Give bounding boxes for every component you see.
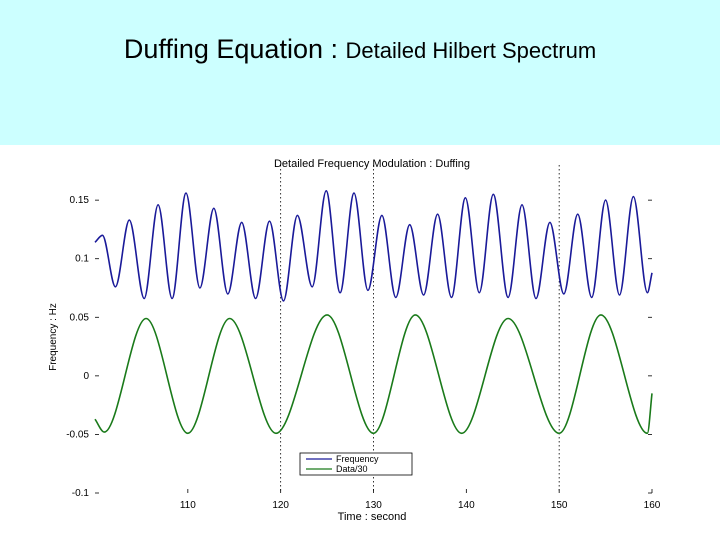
y-axis-label: Frequency : Hz (48, 303, 59, 371)
legend-label-data: Data/30 (336, 464, 368, 474)
slide-title-main: Duffing Equation : (123, 34, 346, 64)
legend-label-frequency: Frequency (336, 454, 379, 464)
slide-header (0, 0, 720, 145)
chart-title: Detailed Frequency Modulation : Duffing (274, 158, 470, 170)
y-tick-label-2: 0 (83, 371, 89, 382)
x-tick-label-110: 110 (180, 500, 196, 511)
series-line-0 (94, 189, 653, 302)
y-tick-label-4: 0.1 (75, 254, 89, 265)
y-tick-label-1: -0.05 (66, 429, 89, 440)
x-tick-label-160: 160 (644, 500, 661, 511)
x-axis-label: Time : second (338, 511, 407, 523)
x-tick-label-150: 150 (551, 500, 568, 511)
series-line-1 (94, 314, 653, 435)
legend: Frequency Data/30 (299, 452, 413, 476)
y-tick-label-5: 0.15 (70, 195, 90, 206)
x-tick-label-120: 120 (272, 500, 289, 511)
frequency-modulation-chart: Detailed Frequency Modulation : Duffing … (48, 158, 661, 523)
x-tick-label-140: 140 (458, 500, 475, 511)
y-tick-label-3: 0.05 (70, 312, 90, 323)
slide-title: Duffing Equation : Detailed Hilbert Spec… (0, 34, 720, 65)
x-tick-label-130: 130 (365, 500, 382, 511)
slide-title-sub: Detailed Hilbert Spectrum (345, 38, 597, 63)
y-tick-label-0: -0.1 (72, 488, 90, 499)
